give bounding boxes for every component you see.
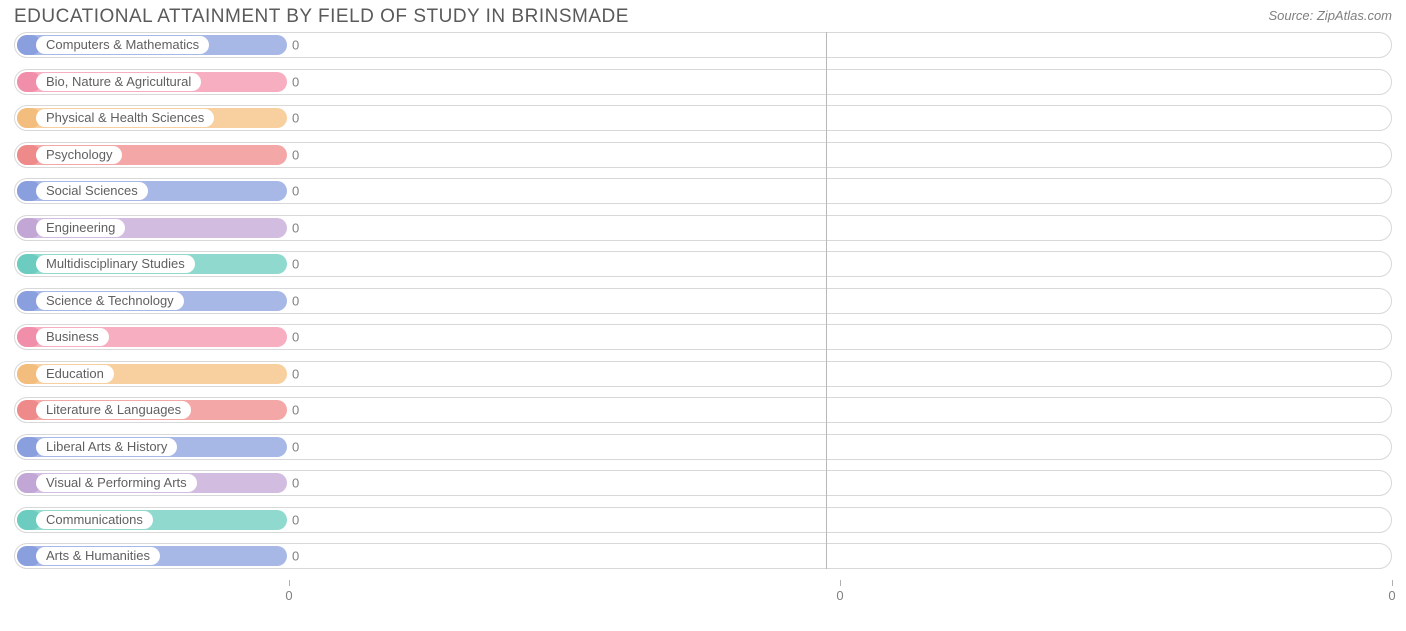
bar-value-label: 0 <box>292 476 299 491</box>
bar-value-label: 0 <box>292 38 299 53</box>
category-label-pill: Computers & Mathematics <box>36 36 209 54</box>
chart-row: Multidisciplinary Studies 0 <box>14 251 1392 277</box>
bar-value-label: 0 <box>292 111 299 126</box>
chart-header: EDUCATIONAL ATTAINMENT BY FIELD OF STUDY… <box>0 0 1406 32</box>
chart-row: Arts & Humanities 0 <box>14 543 1392 569</box>
axis-tick-label: 0 <box>1388 588 1395 603</box>
category-label-pill: Education <box>36 365 114 383</box>
bar-value-label: 0 <box>292 184 299 199</box>
axis-tick <box>289 580 290 586</box>
category-label-pill: Arts & Humanities <box>36 547 160 565</box>
chart-row: Psychology 0 <box>14 142 1392 168</box>
bar-value-label: 0 <box>292 74 299 89</box>
bar-value-label: 0 <box>292 330 299 345</box>
category-label-pill: Business <box>36 328 109 346</box>
category-label-pill: Literature & Languages <box>36 401 191 419</box>
bar-value-label: 0 <box>292 512 299 527</box>
category-label-pill: Bio, Nature & Agricultural <box>36 73 201 91</box>
bar-value-label: 0 <box>292 220 299 235</box>
chart-source: Source: ZipAtlas.com <box>1268 8 1392 23</box>
bar-value-label: 0 <box>292 549 299 564</box>
chart-row: Physical & Health Sciences 0 <box>14 105 1392 131</box>
bar-value-label: 0 <box>292 293 299 308</box>
chart-row: Communications 0 <box>14 507 1392 533</box>
category-label-pill: Engineering <box>36 219 125 237</box>
category-label-pill: Physical & Health Sciences <box>36 109 214 127</box>
chart-plot-area: Computers & Mathematics0Bio, Nature & Ag… <box>0 32 1406 569</box>
chart-row: Literature & Languages 0 <box>14 397 1392 423</box>
axis-tick-label: 0 <box>836 588 843 603</box>
category-label-pill: Psychology <box>36 146 122 164</box>
category-label-pill: Multidisciplinary Studies <box>36 255 195 273</box>
chart-row: Visual & Performing Arts 0 <box>14 470 1392 496</box>
category-label-pill: Liberal Arts & History <box>36 438 177 456</box>
bar-value-label: 0 <box>292 366 299 381</box>
chart-row: Science & Technology 0 <box>14 288 1392 314</box>
bar-value-label: 0 <box>292 147 299 162</box>
chart-title: EDUCATIONAL ATTAINMENT BY FIELD OF STUDY… <box>14 6 629 28</box>
axis-tick <box>840 580 841 586</box>
chart-row: Education 0 <box>14 361 1392 387</box>
bar-value-label: 0 <box>292 403 299 418</box>
category-label-pill: Visual & Performing Arts <box>36 474 197 492</box>
x-axis: 0 0 0 <box>14 580 1392 608</box>
category-label-pill: Science & Technology <box>36 292 184 310</box>
axis-tick <box>1392 580 1393 586</box>
chart-row: Liberal Arts & History 0 <box>14 434 1392 460</box>
chart-row: Bio, Nature & Agricultural 0 <box>14 69 1392 95</box>
bar-value-label: 0 <box>292 439 299 454</box>
chart-row: Business 0 <box>14 324 1392 350</box>
axis-tick-label: 0 <box>285 588 292 603</box>
category-label-pill: Social Sciences <box>36 182 148 200</box>
chart-row: Engineering 0 <box>14 215 1392 241</box>
category-label-pill: Communications <box>36 511 153 529</box>
chart-row: Computers & Mathematics 0 <box>14 32 1392 58</box>
chart-row: Social Sciences 0 <box>14 178 1392 204</box>
bar-value-label: 0 <box>292 257 299 272</box>
